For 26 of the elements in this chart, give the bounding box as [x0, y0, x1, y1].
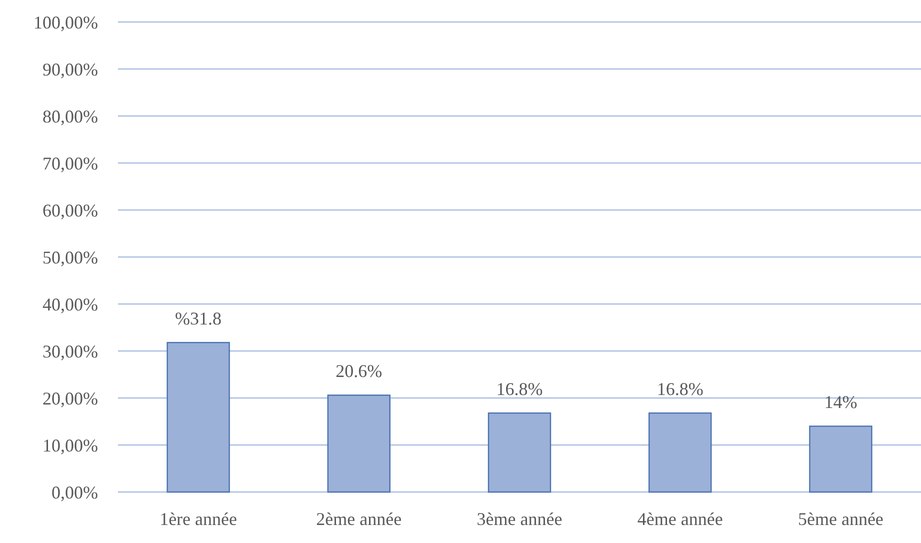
y-tick-label: 40,00%	[42, 294, 98, 314]
y-tick-label: 60,00%	[42, 200, 98, 220]
y-tick-label: 20,00%	[42, 388, 98, 408]
data-label: %31.8	[175, 308, 222, 329]
x-tick-label: 5ème année	[798, 509, 884, 529]
bar	[809, 426, 872, 493]
bar	[166, 342, 230, 493]
data-label: 14%	[824, 392, 858, 412]
y-tick-label: 100,00%	[34, 12, 98, 32]
y-tick-label: 70,00%	[42, 153, 98, 174]
y-tick-label: 10,00%	[42, 435, 98, 456]
bar	[648, 412, 712, 493]
y-tick-label: 0,00%	[52, 482, 98, 502]
bar	[327, 394, 390, 493]
y-tick-label: 90,00%	[42, 59, 98, 80]
x-tick-label: 1ère année	[160, 509, 238, 529]
y-tick-label: 30,00%	[42, 341, 98, 362]
y-tick-label: 50,00%	[42, 247, 98, 268]
data-label: 20.6%	[336, 361, 382, 382]
x-tick-label: 4ème année	[637, 509, 723, 529]
data-label: 16.8%	[656, 379, 704, 400]
x-tick-label: 2ème année	[316, 509, 402, 529]
data-label: 16.8%	[496, 379, 543, 400]
bar	[488, 412, 552, 493]
y-tick-label: 80,00%	[42, 106, 98, 126]
x-tick-label: 3ème année	[476, 509, 562, 529]
